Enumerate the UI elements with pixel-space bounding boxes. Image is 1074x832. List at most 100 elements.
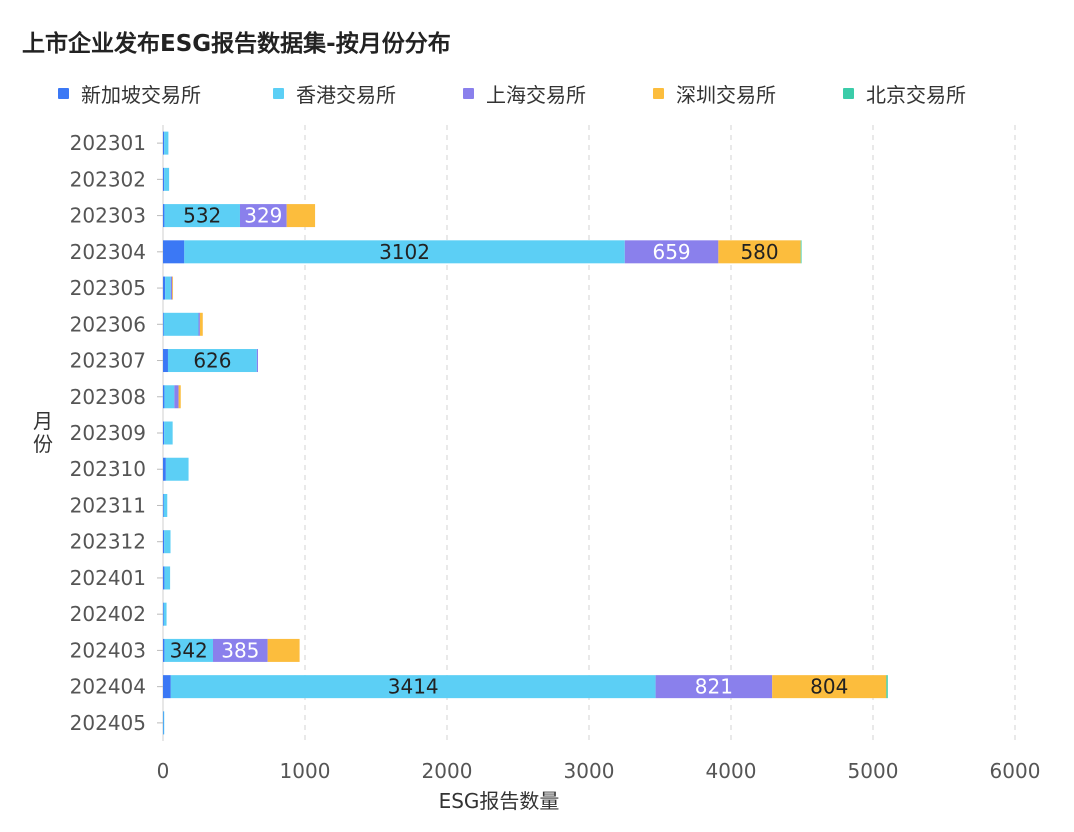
bar-202310-series-0 (163, 457, 166, 481)
bar-202308-series-1 (164, 385, 175, 409)
bar-202401-series-0 (163, 566, 165, 590)
y-tick-label: 202308 (70, 385, 146, 409)
data-label: 804 (810, 675, 848, 699)
y-tick-label: 202301 (70, 131, 146, 155)
legend-swatch (463, 87, 474, 99)
data-label: 626 (193, 349, 231, 373)
bar-202303-series-3 (286, 204, 316, 228)
legend-label: 上海交易所 (486, 82, 586, 107)
data-label: 821 (695, 675, 733, 699)
bar-202304-series-0 (163, 240, 185, 264)
bar-202403-series-2 (212, 638, 268, 662)
bar-202403-series-0 (163, 638, 165, 662)
x-tick-label: 4000 (706, 759, 757, 783)
x-axis-title: ESG报告数量 (439, 789, 560, 813)
legend-label: 深圳交易所 (676, 82, 776, 107)
legend-swatch (273, 87, 284, 99)
bar-202303-series-2 (239, 204, 287, 228)
bar-202311-series-1 (163, 493, 168, 517)
bar-202304-series-3 (718, 240, 801, 264)
bar-202308-series-0 (163, 385, 165, 409)
bar-202404-series-1 (170, 675, 656, 699)
chart-title: 上市企业发布ESG报告数据集-按月份分布 (22, 31, 451, 57)
x-tick-label: 3000 (564, 759, 615, 783)
bar-202308-series-3 (178, 385, 181, 409)
x-tick-label: 1000 (280, 759, 331, 783)
bar-202404-series-0 (163, 675, 171, 699)
y-tick-label: 202304 (70, 240, 146, 264)
bar-202403-series-3 (267, 638, 300, 662)
bar-202302-series-0 (163, 167, 165, 191)
bar-202309-series-0 (163, 421, 165, 445)
data-label: 3102 (379, 240, 430, 264)
bar-202311-series-0 (163, 493, 164, 517)
bar-202307-series-2 (256, 349, 258, 373)
bar-202402-series-1 (163, 602, 167, 626)
y-axis-title: 月份 (33, 409, 53, 456)
bar-202305-series-2 (170, 276, 173, 300)
bar-202312-series-0 (163, 530, 165, 554)
y-tick-label: 202307 (70, 349, 146, 373)
bar-202306-series-0 (163, 312, 164, 336)
bar-202303-series-1 (164, 204, 240, 228)
bar-202403-series-1 (164, 638, 213, 662)
y-tick-label: 202310 (70, 457, 146, 481)
legend-swatch (58, 87, 69, 99)
legend-label: 北京交易所 (866, 82, 966, 107)
x-tick-label: 5000 (848, 759, 899, 783)
data-label: 532 (183, 204, 221, 228)
bar-202308-series-2 (174, 385, 179, 409)
bar-202309-series-1 (164, 421, 173, 445)
bar-202306-series-2 (198, 312, 200, 336)
bar-202404-series-3 (772, 675, 887, 699)
bar-202402-series-0 (163, 602, 164, 626)
x-tick-label: 2000 (422, 759, 473, 783)
bar-202304-series-4 (800, 240, 802, 264)
y-tick-label: 202305 (70, 276, 146, 300)
legend-item[interactable]: 北京交易所 (843, 78, 966, 108)
bar-202301-series-1 (164, 131, 169, 155)
bar-202306-series-1 (163, 312, 199, 336)
y-tick-label: 202403 (70, 638, 146, 662)
bar-202404-series-4 (886, 675, 888, 699)
bar-202401-series-1 (164, 566, 171, 590)
legend-swatch (843, 87, 854, 99)
data-label: 3414 (388, 675, 439, 699)
data-label: 342 (170, 638, 208, 662)
bar-202312-series-1 (164, 530, 171, 554)
legend-item[interactable]: 新加坡交易所 (58, 78, 201, 108)
bar-202307-series-1 (167, 349, 257, 373)
bar-202405-series-1 (163, 711, 165, 735)
legend-label: 新加坡交易所 (81, 82, 201, 107)
y-tick-label: 202311 (70, 493, 146, 517)
y-tick-label: 202306 (70, 312, 146, 336)
bar-202304-series-1 (184, 240, 625, 264)
bar-202302-series-1 (164, 167, 170, 191)
y-tick-label: 202405 (70, 711, 146, 735)
data-label: 659 (652, 240, 690, 264)
y-tick-label: 202309 (70, 421, 146, 445)
legend-label: 香港交易所 (296, 82, 396, 107)
bar-202307-series-0 (163, 349, 168, 373)
y-tick-label: 202404 (70, 675, 146, 699)
x-tick-label: 0 (157, 759, 170, 783)
bar-202301-series-0 (163, 131, 165, 155)
bar-202305-series-3 (172, 276, 174, 300)
legend-item[interactable]: 上海交易所 (463, 78, 586, 108)
bar-202306-series-3 (199, 312, 203, 336)
bar-202404-series-2 (655, 675, 773, 699)
y-tick-label: 202312 (70, 530, 146, 554)
bar-202305-series-0 (163, 276, 166, 300)
legend-item[interactable]: 深圳交易所 (653, 78, 776, 108)
y-tick-label: 202402 (70, 602, 146, 626)
y-tick-label: 202401 (70, 566, 146, 590)
y-tick-label: 202302 (70, 167, 146, 191)
legend-item[interactable]: 香港交易所 (273, 78, 396, 108)
x-tick-label: 6000 (990, 759, 1041, 783)
bar-202310-series-1 (165, 457, 189, 481)
y-tick-label: 202303 (70, 204, 146, 228)
bar-202304-series-2 (624, 240, 719, 264)
data-label: 385 (221, 638, 259, 662)
bar-202305-series-1 (165, 276, 171, 300)
